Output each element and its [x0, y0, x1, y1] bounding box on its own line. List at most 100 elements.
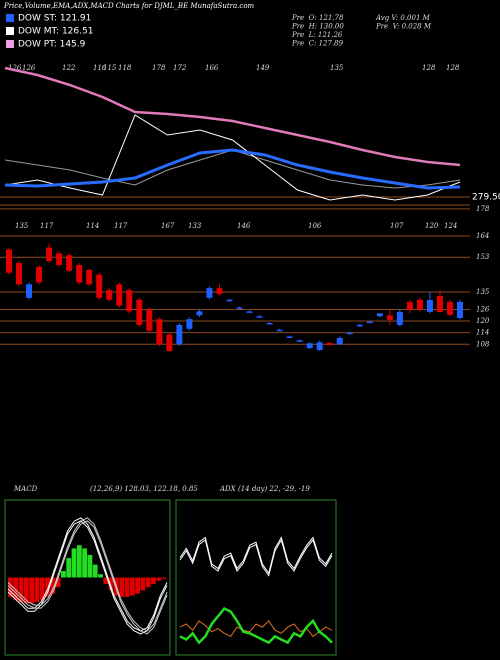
- top-label: 149: [256, 64, 270, 72]
- top-label: 128: [422, 64, 436, 72]
- mid-label: 167: [161, 222, 175, 230]
- histogram-bar: [50, 577, 56, 594]
- top-label: 128: [446, 64, 460, 72]
- panel-title: ADX: [219, 485, 237, 493]
- candle-body: [446, 301, 453, 315]
- histogram-bar: [140, 577, 146, 591]
- histogram-bar: [119, 577, 125, 597]
- legend-text: DOW PT: 145.9: [18, 40, 86, 50]
- candle-body: [6, 249, 12, 273]
- panel-params: (14 day) 22, -29, -19: [238, 485, 310, 493]
- mid-label: 114: [86, 222, 99, 230]
- candle-body: [136, 299, 143, 325]
- candle-body: [56, 253, 63, 265]
- histogram-bar: [108, 577, 114, 591]
- candle-body: [346, 332, 353, 335]
- mid-label: 117: [114, 222, 128, 230]
- candle-body: [336, 337, 343, 345]
- adx-line: [179, 538, 333, 577]
- info-text: Avg V: 0.001 M: [375, 14, 431, 22]
- histogram-bar: [39, 577, 45, 601]
- histogram-bar: [82, 548, 87, 578]
- histogram-bar: [23, 577, 29, 604]
- price-label: 279.50: [472, 193, 500, 203]
- macd-line: [7, 517, 168, 632]
- macd-line: [7, 520, 168, 635]
- histogram-bar: [13, 577, 19, 601]
- histogram-bar: [98, 574, 103, 578]
- y-tick-label: 135: [476, 288, 490, 296]
- candle-body: [256, 316, 263, 318]
- top-label: 118: [118, 64, 132, 72]
- top-label: 135: [330, 64, 344, 72]
- candle-body: [196, 311, 203, 316]
- y-tick-label: 126: [476, 305, 490, 313]
- candle-body: [266, 322, 273, 325]
- top-label: 172: [173, 64, 187, 72]
- legend-swatch: [6, 27, 14, 35]
- candle-body: [276, 329, 283, 332]
- legend-text: DOW MT: 126.51: [18, 27, 93, 37]
- histogram-bar: [71, 548, 77, 578]
- candle-body: [326, 342, 333, 346]
- legend-swatch: [6, 14, 14, 22]
- top-label: 166: [205, 64, 219, 72]
- info-text: Pre H: 130.00: [291, 23, 344, 31]
- histogram-bar: [45, 577, 50, 597]
- top-label: 115: [103, 64, 117, 72]
- info-text: Pre V: 0.028 M: [375, 23, 432, 31]
- candle-body: [146, 309, 153, 331]
- candle-body: [457, 301, 463, 318]
- histogram-bar: [129, 577, 135, 596]
- mid-label: 135: [15, 222, 29, 230]
- candle-body: [126, 290, 133, 312]
- candle-body: [386, 315, 393, 320]
- histogram-bar: [29, 577, 34, 604]
- histogram-bar: [151, 577, 156, 584]
- top-label: 126: [22, 64, 36, 72]
- candle-body: [416, 299, 423, 310]
- candle-body: [16, 263, 23, 285]
- candle-body: [216, 288, 223, 294]
- candle-body: [396, 311, 403, 325]
- panel-frame: [4, 499, 171, 656]
- candle-body: [116, 284, 123, 306]
- mid-label: 120: [425, 222, 439, 230]
- histogram-bar: [34, 577, 40, 603]
- panel-title: MACD: [13, 485, 38, 493]
- candle-body: [176, 324, 183, 345]
- panel-frame: [175, 499, 337, 656]
- candle-body: [206, 288, 213, 298]
- info-text: Pre C: 127.89: [291, 40, 344, 48]
- legend-swatch: [6, 40, 14, 48]
- candle-body: [366, 321, 373, 324]
- y-tick-label: 153: [476, 253, 490, 261]
- histogram-bar: [156, 577, 162, 581]
- top-label: 116: [93, 64, 107, 72]
- histogram-bar: [61, 571, 66, 578]
- adx-line: [179, 536, 333, 575]
- candle-body: [356, 324, 363, 327]
- mid-label: 124: [444, 222, 457, 230]
- mid-label: 117: [40, 222, 54, 230]
- y-tick-label: 108: [476, 340, 490, 348]
- top-label: 126: [8, 64, 22, 72]
- histogram-bar: [161, 577, 167, 579]
- top-label: 178: [152, 64, 166, 72]
- ema-line: [4, 148, 461, 190]
- histogram-bar: [103, 577, 109, 584]
- info-text: Pre L: 121.26: [291, 31, 343, 39]
- candle-body: [66, 255, 73, 271]
- histogram-bar: [76, 545, 82, 578]
- adx-line: [179, 606, 333, 645]
- histogram-bar: [145, 577, 151, 588]
- ema-line: [4, 114, 461, 201]
- info-text: Pre O: 121.78: [291, 14, 344, 22]
- mid-label: 107: [390, 222, 404, 230]
- top-label: 122: [62, 64, 76, 72]
- candle-body: [296, 340, 303, 342]
- y-tick-label: 120: [476, 317, 490, 325]
- candle-body: [316, 342, 323, 351]
- candle-body: [46, 247, 53, 262]
